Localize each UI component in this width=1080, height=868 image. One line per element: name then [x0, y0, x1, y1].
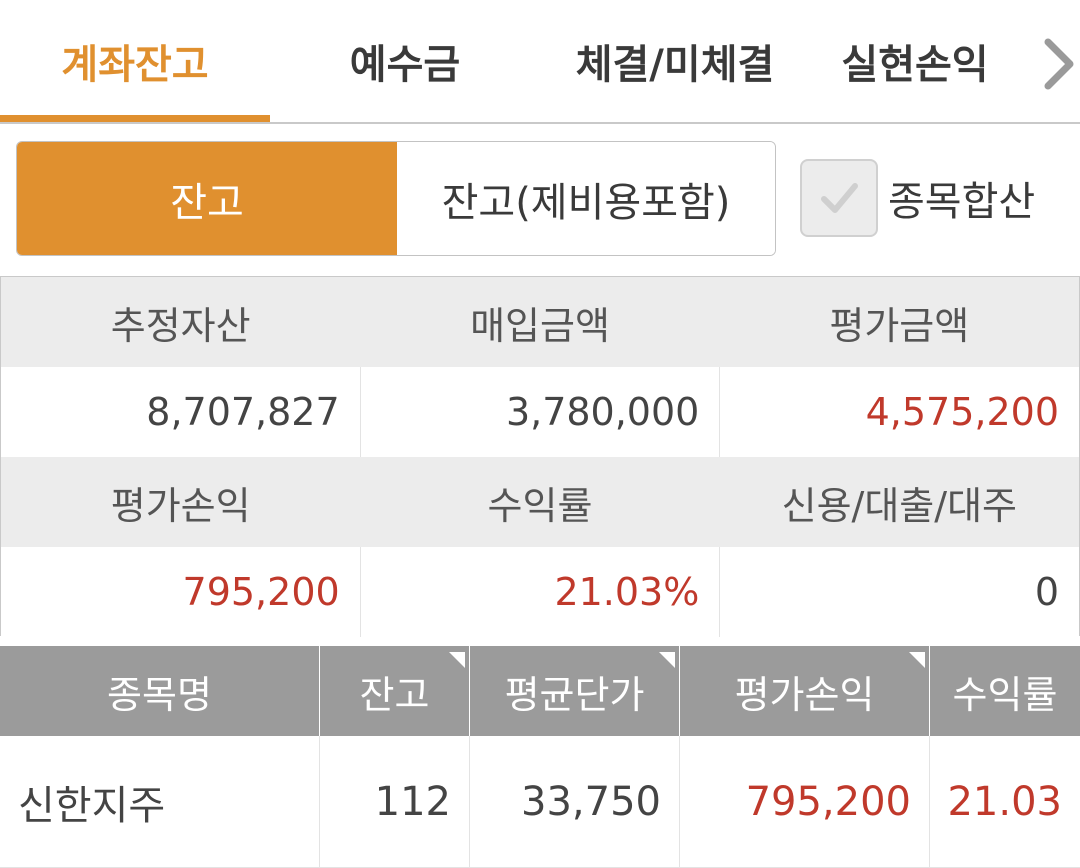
- evaluation-pnl-value: 795,200: [1, 547, 361, 637]
- pnl-cell: 795,200: [680, 736, 930, 867]
- column-header-label: 평균단가: [504, 672, 645, 717]
- stock-name-cell: 신한지주: [0, 736, 320, 867]
- sort-corner-icon: [659, 652, 675, 668]
- column-header-avg-price[interactable]: 평균단가: [470, 646, 680, 736]
- column-header-label: 잔고: [359, 672, 430, 717]
- evaluation-amount-label: 평가금액: [829, 303, 970, 348]
- summary-header-row: 평가손익 수익률 신용/대출/대주: [1, 457, 1079, 547]
- evaluation-pnl-label: 평가손익: [110, 483, 251, 528]
- column-header-return-rate[interactable]: 수익률: [930, 646, 1080, 736]
- segment-balance-with-fees-button[interactable]: 잔고(제비용포함): [397, 142, 775, 255]
- holdings-table-header: 종목명 잔고 평균단가 평가손익 수익률: [0, 646, 1080, 736]
- credit-loan-value: 0: [1034, 570, 1060, 614]
- column-header-label: 수익률: [952, 672, 1058, 717]
- table-row[interactable]: 신한지주 112 33,750 795,200 21.03: [0, 736, 1080, 868]
- holdings-table: 종목명 잔고 평균단가 평가손익 수익률 신한지주 112 33,750 795…: [0, 646, 1080, 868]
- summary-value-row: 795,200 21.03% 0: [1, 547, 1079, 637]
- segment-balance-button[interactable]: 잔고: [17, 142, 397, 255]
- return-rate-label: 수익률: [487, 483, 593, 528]
- checkmark-icon: [821, 183, 858, 213]
- tab-account-balance[interactable]: 계좌잔고: [61, 42, 209, 88]
- credit-loan-label: 신용/대출/대주: [781, 483, 1017, 528]
- merge-stocks-checkbox[interactable]: [800, 159, 878, 237]
- merge-stocks-label: 종목합산: [888, 179, 1036, 225]
- top-tab-bar: 계좌잔고 예수금 체결/미체결 실현손익: [0, 0, 1080, 124]
- return-rate-cell: 21.03: [947, 778, 1062, 825]
- sort-corner-icon: [909, 652, 925, 668]
- column-header-label: 종목명: [107, 672, 212, 717]
- chevron-right-icon[interactable]: [1036, 36, 1080, 92]
- estimated-assets-label: 추정자산: [110, 303, 251, 348]
- estimated-assets-value: 8,707,827: [1, 367, 361, 457]
- purchase-amount-label: 매입금액: [470, 303, 610, 348]
- account-summary-grid: 추정자산 매입금액 평가금액 8,707,827 3,780,000 4,575…: [0, 276, 1080, 637]
- column-header-label: 평가손익: [734, 672, 875, 717]
- quantity-cell: 112: [320, 736, 470, 867]
- purchase-amount-value: 3,780,000: [361, 367, 721, 457]
- balance-type-segment: 잔고 잔고(제비용포함): [16, 141, 776, 256]
- merge-stocks-checkbox-group[interactable]: 종목합산: [800, 158, 1035, 238]
- column-header-quantity[interactable]: 잔고: [320, 646, 470, 736]
- column-header-stock-name[interactable]: 종목명: [0, 646, 320, 736]
- summary-header-row: 추정자산 매입금액 평가금액: [1, 277, 1079, 367]
- column-header-pnl[interactable]: 평가손익: [680, 646, 930, 736]
- active-tab-indicator: [0, 115, 270, 122]
- return-rate-value: 21.03%: [361, 547, 721, 637]
- tab-deposit[interactable]: 예수금: [349, 42, 461, 88]
- sort-corner-icon: [449, 652, 465, 668]
- summary-value-row: 8,707,827 3,780,000 4,575,200: [1, 367, 1079, 457]
- avg-price-cell: 33,750: [470, 736, 680, 867]
- evaluation-amount-value: 4,575,200: [865, 390, 1060, 434]
- tab-realized-pnl[interactable]: 실현손익: [841, 42, 989, 88]
- tab-executions[interactable]: 체결/미체결: [575, 42, 775, 88]
